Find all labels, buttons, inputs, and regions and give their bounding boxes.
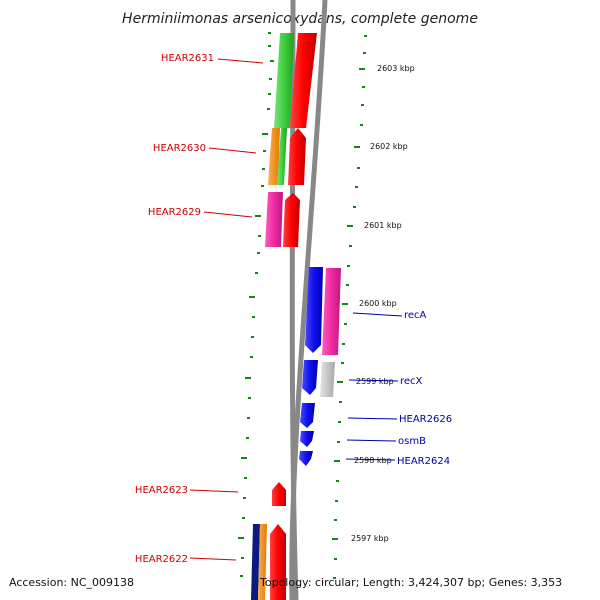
gene-arrow-red-hear2622[interactable] <box>270 524 286 600</box>
gene-label-recx[interactable]: recX <box>400 376 423 387</box>
gene-arrow-red-1[interactable] <box>290 33 317 128</box>
forward-strand-genes <box>251 33 294 600</box>
scale-label: 2597 kbp <box>351 534 389 543</box>
scale-labels: 2603 kbp 2602 kbp 2601 kbp 2600 kbp 2599… <box>351 64 415 543</box>
gene-label-reca[interactable]: recA <box>404 310 427 321</box>
gene-label-hear2630[interactable]: HEAR2630 <box>153 143 206 154</box>
gene-arrow-blue-hear2626[interactable] <box>300 403 315 428</box>
gene-arrow-hear2631[interactable] <box>274 33 294 128</box>
gene-arrow-blue-osmb[interactable] <box>300 431 314 447</box>
right-gene-labels: recA recX HEAR2626 osmB HEAR2624 <box>345 310 452 467</box>
scale-label: 2599 kbp <box>356 377 394 386</box>
gene-arrow-hear2622-navy[interactable] <box>251 524 260 600</box>
gene-arrow-blue-reca[interactable] <box>305 267 323 353</box>
gene-arrow-hear2629[interactable] <box>265 192 283 247</box>
gene-arrow-red-3[interactable] <box>283 193 300 247</box>
gene-arrow-hear2630-orange[interactable] <box>268 128 280 185</box>
left-gene-labels: HEAR2631 HEAR2630 HEAR2629 HEAR2623 HEAR… <box>135 53 264 565</box>
accession-text: Accession: NC_009138 <box>9 576 134 589</box>
gene-arrow-red-hear2623[interactable] <box>272 482 286 506</box>
left-tick-marks <box>238 32 274 577</box>
dna-backbone <box>289 0 328 600</box>
gene-arrow-blue-hear2624[interactable] <box>299 451 313 466</box>
genome-title: Herminiimonas arsenicoxydans, complete g… <box>122 11 478 27</box>
scale-label: 2602 kbp <box>370 142 408 151</box>
gene-label-hear2623[interactable]: HEAR2623 <box>135 485 188 496</box>
gene-label-osmb[interactable]: osmB <box>398 436 426 447</box>
gene-label-hear2624[interactable]: HEAR2624 <box>397 456 450 467</box>
scale-label: 2598 kbp <box>354 456 392 465</box>
gene-label-hear2626[interactable]: HEAR2626 <box>399 414 452 425</box>
gene-arrow-gray-recx[interactable] <box>320 362 335 397</box>
gene-arrow-hear2622-orange[interactable] <box>258 524 267 600</box>
scale-label: 2603 kbp <box>377 64 415 73</box>
right-tick-marks <box>332 35 367 579</box>
topology-text: Topology: circular; Length: 3,424,307 bp… <box>259 576 562 589</box>
scale-label: 2600 kbp <box>359 299 397 308</box>
scale-label: 2601 kbp <box>364 221 402 230</box>
gene-label-hear2629[interactable]: HEAR2629 <box>148 207 201 218</box>
gene-arrow-hear2630-green[interactable] <box>277 128 287 185</box>
gene-arrow-blue-recx[interactable] <box>302 360 318 395</box>
gene-arrow-magenta-reca[interactable] <box>322 268 341 355</box>
right-side-genes <box>299 267 341 466</box>
gene-label-hear2631[interactable]: HEAR2631 <box>161 53 214 64</box>
reverse-strand-genes <box>270 33 317 600</box>
gene-arrow-red-2[interactable] <box>288 128 306 185</box>
gene-label-hear2622[interactable]: HEAR2622 <box>135 554 188 565</box>
